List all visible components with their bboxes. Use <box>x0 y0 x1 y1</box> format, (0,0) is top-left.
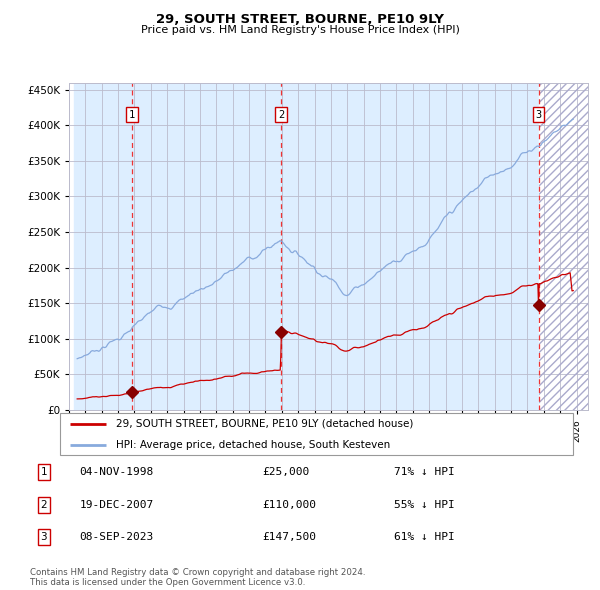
FancyBboxPatch shape <box>60 413 573 455</box>
Text: 71% ↓ HPI: 71% ↓ HPI <box>394 467 455 477</box>
Text: 3: 3 <box>40 532 47 542</box>
Text: Price paid vs. HM Land Registry's House Price Index (HPI): Price paid vs. HM Land Registry's House … <box>140 25 460 35</box>
Text: £147,500: £147,500 <box>262 532 316 542</box>
Text: 2: 2 <box>278 110 284 120</box>
Text: 3: 3 <box>535 110 542 120</box>
Text: £110,000: £110,000 <box>262 500 316 510</box>
Text: 1: 1 <box>40 467 47 477</box>
Text: 29, SOUTH STREET, BOURNE, PE10 9LY: 29, SOUTH STREET, BOURNE, PE10 9LY <box>156 13 444 26</box>
Bar <box>74 83 539 410</box>
Text: 08-SEP-2023: 08-SEP-2023 <box>80 532 154 542</box>
Text: Contains HM Land Registry data © Crown copyright and database right 2024.
This d: Contains HM Land Registry data © Crown c… <box>30 568 365 587</box>
Text: 29, SOUTH STREET, BOURNE, PE10 9LY (detached house): 29, SOUTH STREET, BOURNE, PE10 9LY (deta… <box>116 419 414 428</box>
Bar <box>539 83 588 410</box>
Text: HPI: Average price, detached house, South Kesteven: HPI: Average price, detached house, Sout… <box>116 440 391 450</box>
Bar <box>539 83 588 410</box>
Text: £25,000: £25,000 <box>262 467 309 477</box>
Text: 2: 2 <box>40 500 47 510</box>
Text: 61% ↓ HPI: 61% ↓ HPI <box>394 532 455 542</box>
Text: 19-DEC-2007: 19-DEC-2007 <box>80 500 154 510</box>
Text: 55% ↓ HPI: 55% ↓ HPI <box>394 500 455 510</box>
Text: 1: 1 <box>129 110 135 120</box>
Text: 04-NOV-1998: 04-NOV-1998 <box>80 467 154 477</box>
